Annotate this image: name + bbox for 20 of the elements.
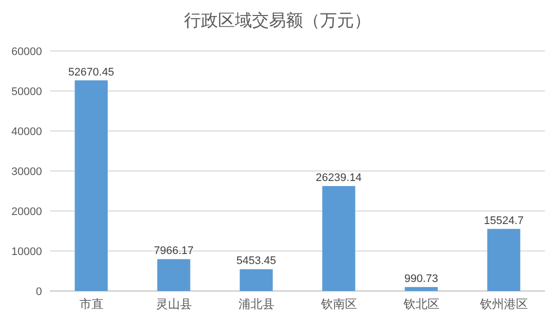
title: 行政区域交易额（万元） bbox=[184, 11, 371, 30]
x-tick-label: 钦北区 bbox=[402, 297, 440, 311]
data-label: 7966.17 bbox=[154, 245, 194, 258]
data-label: 15524.7 bbox=[484, 214, 524, 227]
data-label: 52670.45 bbox=[68, 66, 114, 78]
y-tick-label: 40000 bbox=[11, 126, 42, 138]
y-tick-label: 10000 bbox=[11, 246, 42, 258]
data-label: 5453.45 bbox=[236, 255, 276, 268]
y-tick-label: 20000 bbox=[11, 206, 42, 218]
data-label: 990.73 bbox=[404, 273, 438, 286]
y-tick-label: 60000 bbox=[11, 46, 42, 58]
x-tick-label: 钦州港区 bbox=[478, 297, 528, 311]
x-tick-label: 市直 bbox=[79, 297, 104, 311]
x-tick-label: 浦北县 bbox=[238, 297, 274, 311]
x-tick-label: 钦南区 bbox=[320, 297, 357, 311]
x-tick-label: 灵山县 bbox=[156, 297, 192, 311]
y-tick-label: 50000 bbox=[11, 86, 42, 98]
data-label: 26239.14 bbox=[316, 172, 362, 184]
y-tick-label: 0 bbox=[36, 286, 42, 298]
y-tick-label: 30000 bbox=[11, 166, 42, 178]
